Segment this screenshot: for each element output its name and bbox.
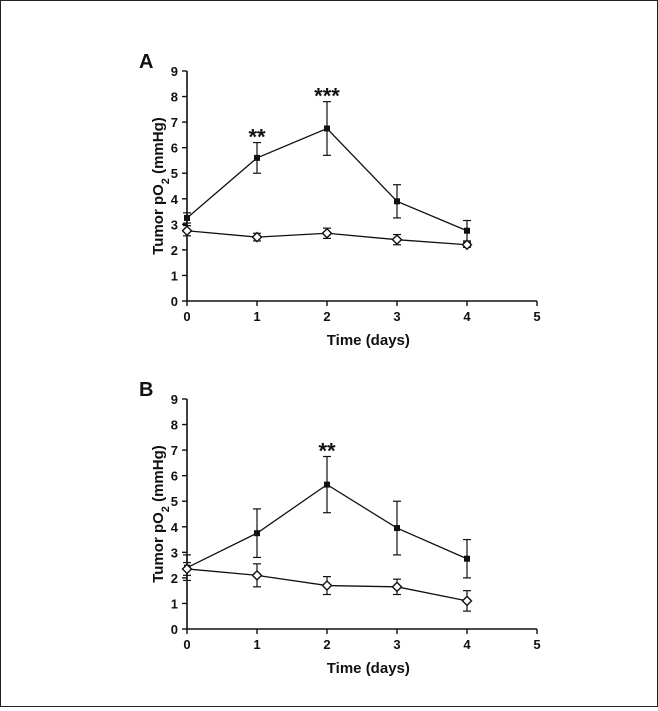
y-tick-label: 1: [171, 268, 178, 283]
y-tick-label: 3: [171, 217, 178, 232]
x-tick-label: 2: [323, 637, 330, 652]
data-point: [394, 525, 400, 532]
y-tick-label: 2: [171, 243, 178, 258]
data-point: [184, 214, 190, 221]
x-tick-label: 0: [183, 309, 190, 324]
x-tick-label: 3: [393, 637, 400, 652]
data-point: [321, 580, 333, 592]
data-point: [321, 227, 333, 239]
significance-marker: **: [318, 439, 336, 464]
y-tick-label: 4: [171, 520, 179, 535]
y-tick-label: 8: [171, 90, 178, 105]
series-diamond: [181, 561, 473, 612]
y-tick-label: 7: [171, 443, 178, 458]
y-tick-label: 7: [171, 115, 178, 130]
x-tick-label: 1: [253, 637, 260, 652]
y-tick-label: 9: [171, 392, 178, 407]
data-point: [391, 234, 403, 246]
data-point: [461, 595, 473, 607]
x-tick-label: 5: [533, 637, 540, 652]
y-tick-label: 0: [171, 294, 178, 309]
data-point: [251, 231, 263, 243]
series-square: [183, 455, 471, 582]
data-point: [464, 227, 470, 234]
series-square: [183, 101, 471, 242]
data-point: [254, 530, 260, 537]
y-tick-label: 6: [171, 141, 178, 156]
y-tick-label: 3: [171, 545, 178, 560]
x-tick-label: 2: [323, 309, 330, 324]
x-axis-label: Time (days): [327, 332, 410, 349]
y-tick-label: 4: [171, 192, 179, 207]
significance-marker: ***: [314, 84, 340, 109]
data-point: [251, 569, 263, 581]
data-point: [464, 555, 470, 562]
x-tick-label: 4: [463, 309, 471, 324]
y-tick-label: 5: [171, 166, 178, 181]
series-diamond: [181, 225, 473, 251]
y-axis-label: Tumor pO2 (mmHg): [150, 117, 172, 255]
x-axis-label: Time (days): [327, 660, 410, 677]
panel-label: A: [139, 51, 153, 73]
chart-panel-a: A 0 1 2 3 4 5 6 7 8 9 0 1 2 3 4 5 Time (days) Tumor pO2 (m…: [139, 51, 541, 349]
x-tick-label: 3: [393, 309, 400, 324]
data-point: [324, 125, 330, 132]
y-tick-label: 0: [171, 622, 178, 637]
y-tick-label: 9: [171, 64, 178, 79]
data-point: [181, 225, 193, 237]
data-point: [394, 198, 400, 205]
data-point: [324, 481, 330, 488]
panel-label: B: [139, 379, 153, 401]
data-point: [391, 581, 403, 593]
y-tick-label: 1: [171, 596, 178, 611]
y-tick-label: 6: [171, 469, 178, 484]
y-tick-label: 5: [171, 494, 178, 509]
data-point: [254, 154, 260, 161]
data-point: [181, 563, 193, 575]
data-point: [461, 239, 473, 251]
x-tick-label: 0: [183, 637, 190, 652]
x-tick-label: 1: [253, 309, 260, 324]
x-tick-label: 5: [533, 309, 540, 324]
x-tick-label: 4: [463, 637, 471, 652]
y-tick-label: 8: [171, 418, 178, 433]
y-axis-label: Tumor pO2 (mmHg): [150, 445, 172, 583]
chart-panel-b: B 0 1 2 3 4 5 6 7 8 9 0 1 2 3 4 5 Time (days) Tumor pO2 (m…: [139, 379, 541, 677]
y-tick-label: 2: [171, 571, 178, 586]
significance-marker: **: [248, 125, 266, 150]
